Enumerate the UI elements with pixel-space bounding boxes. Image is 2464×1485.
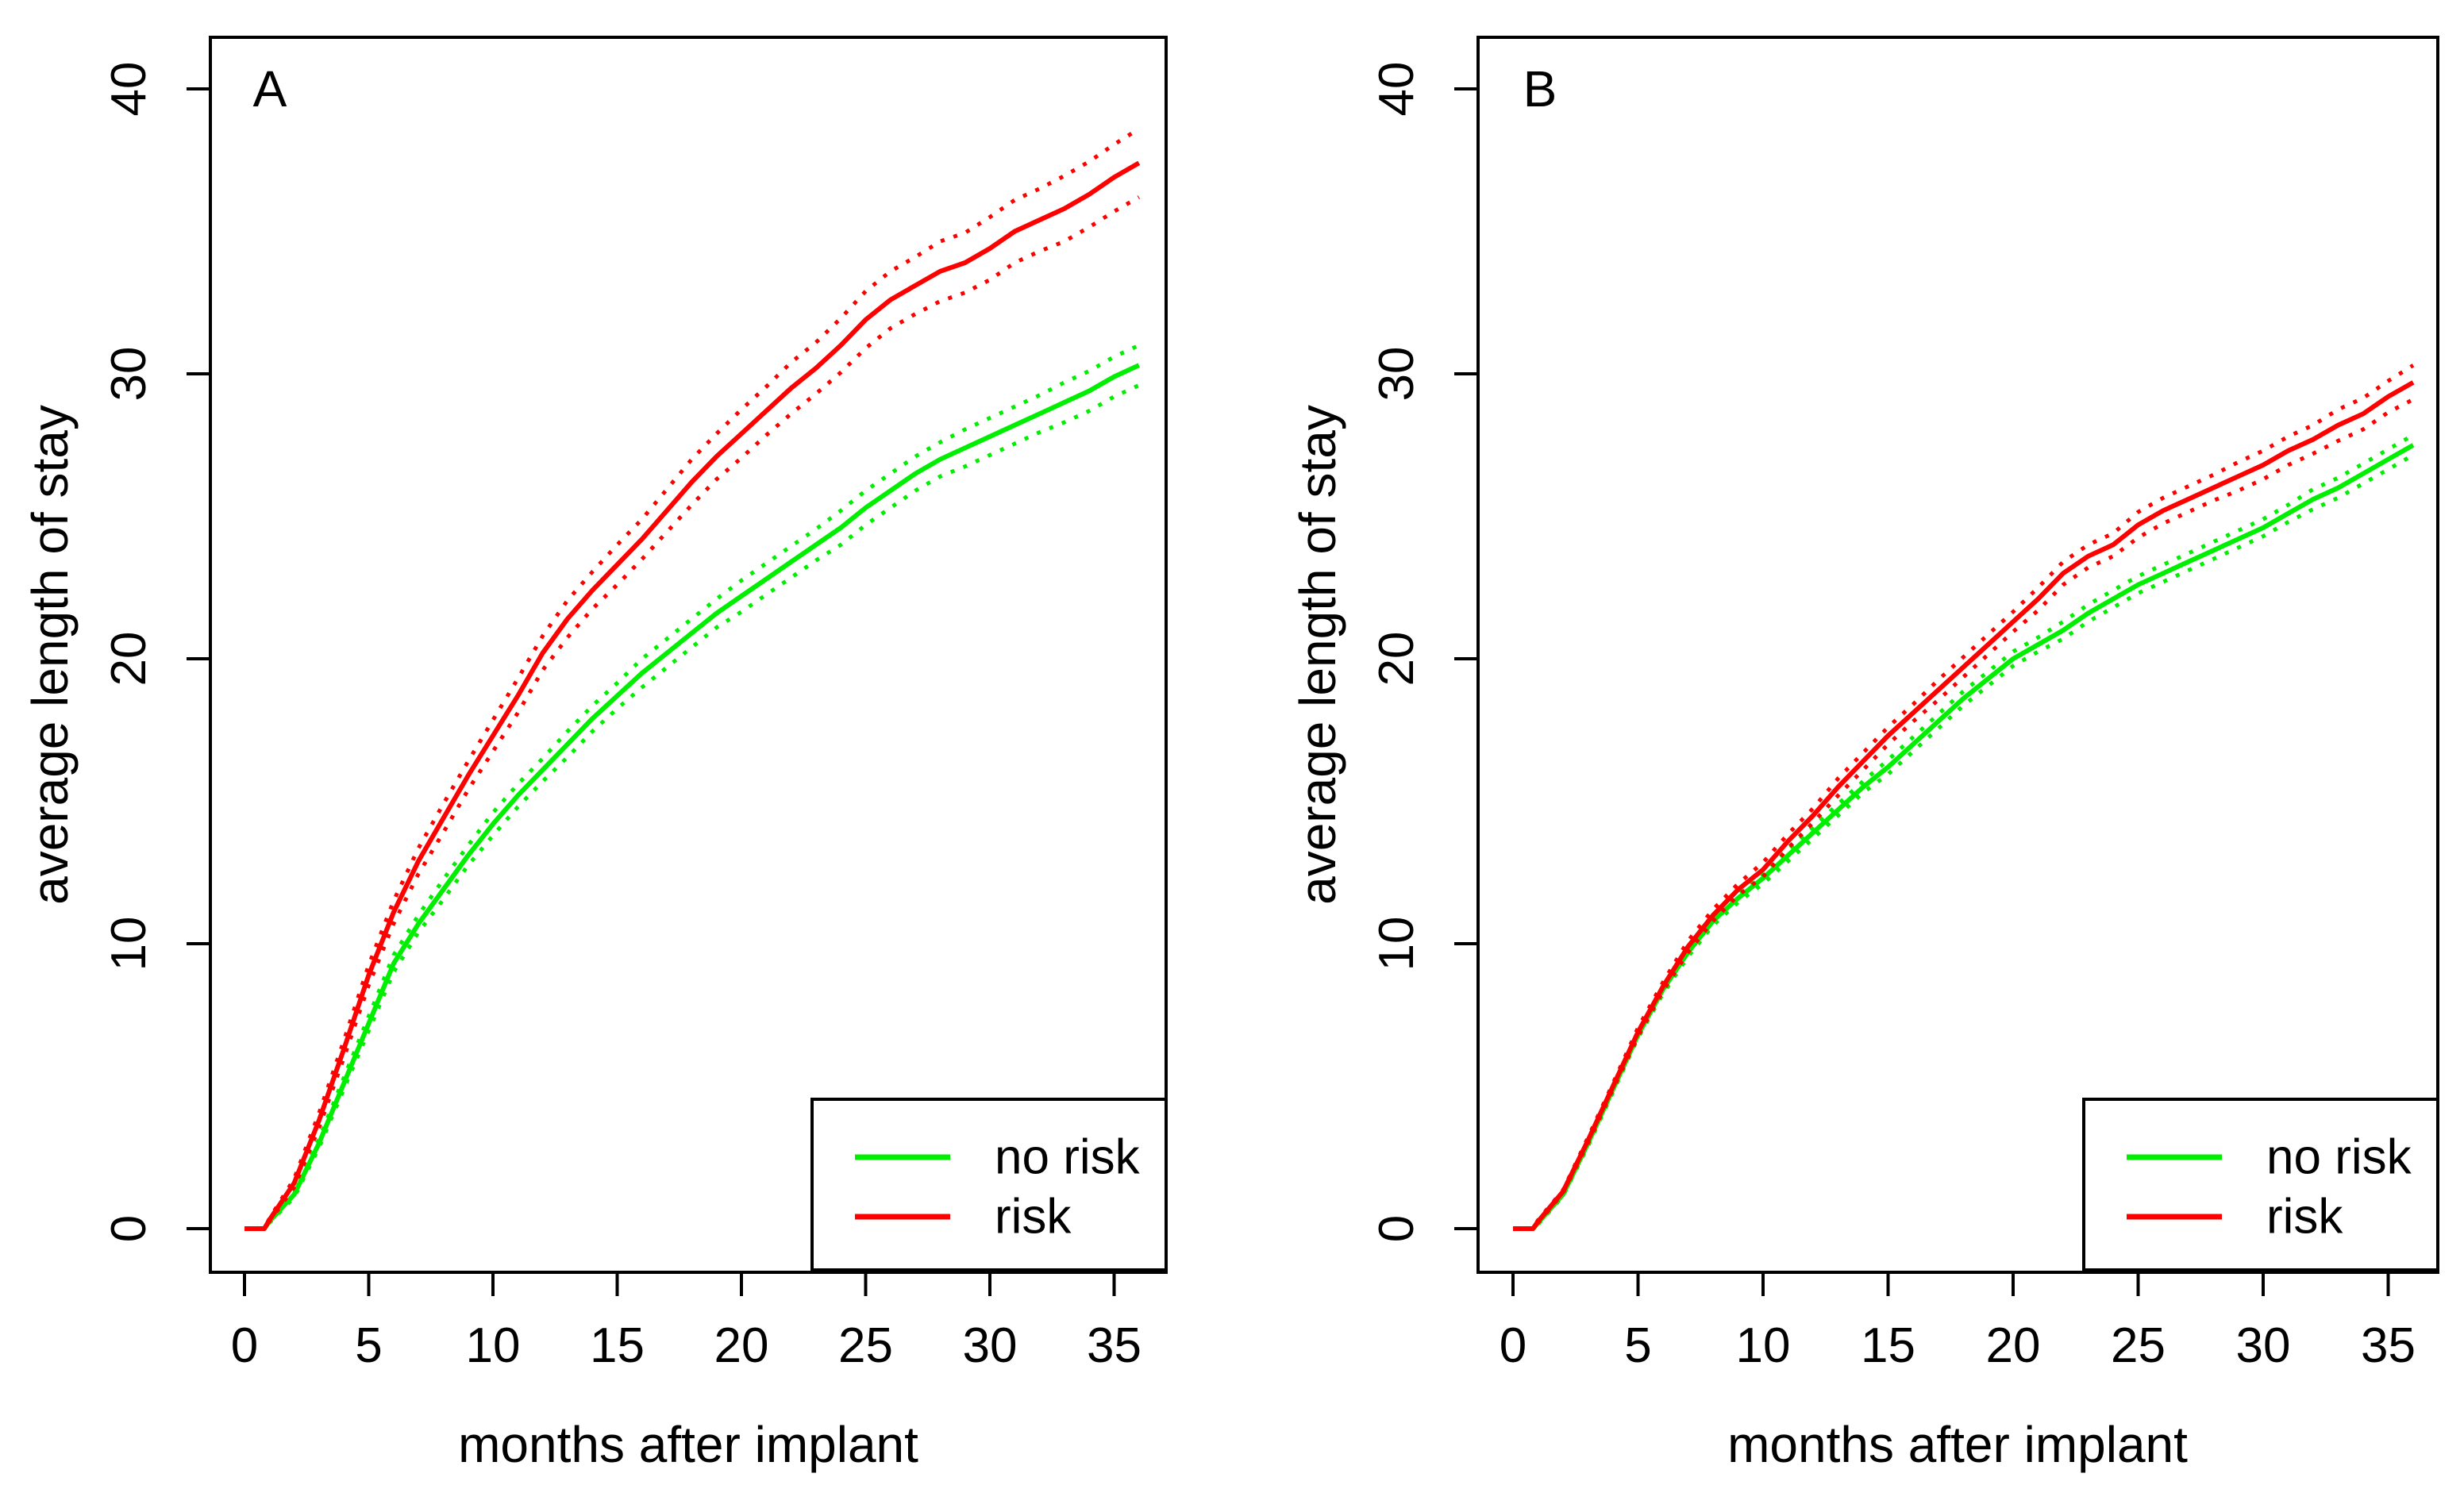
x-tick-label: 5 <box>1624 1318 1651 1373</box>
y-tick-label: 10 <box>1369 917 1424 971</box>
x-tick-label: 25 <box>838 1318 893 1373</box>
y-tick-label: 0 <box>1369 1215 1424 1242</box>
y-axis-title: average length of stay <box>21 405 79 905</box>
y-tick-label: 10 <box>102 917 156 971</box>
x-axis-title: months after implant <box>1727 1416 2188 1473</box>
legend-label-risk: risk <box>995 1190 1072 1245</box>
x-axis-title: months after implant <box>458 1416 918 1473</box>
series-risk-ci-lower <box>244 195 1141 1231</box>
x-tick-label: 35 <box>1087 1318 1142 1373</box>
x-tick-label: 15 <box>1861 1318 1915 1373</box>
y-tick-label: 20 <box>1369 632 1424 687</box>
panel-letter: B <box>1523 60 1557 117</box>
series-risk-ci-upper <box>244 127 1141 1231</box>
legend-label-no-risk: no risk <box>2266 1130 2412 1185</box>
legend-box <box>2082 1098 2439 1271</box>
x-tick-label: 20 <box>1986 1318 2041 1373</box>
legend-label-no-risk: no risk <box>995 1130 1141 1185</box>
x-tick-label: 0 <box>231 1318 258 1373</box>
y-tick-label: 40 <box>102 62 156 117</box>
y-tick-label: 30 <box>102 347 156 402</box>
legend-label-risk: risk <box>2266 1190 2343 1245</box>
x-tick-label: 5 <box>355 1318 382 1373</box>
plot-box <box>1476 36 2439 1274</box>
panel-letter: A <box>253 60 287 117</box>
x-axis-ticks: 0 5 10 15 20 25 30 35 <box>231 1272 1142 1373</box>
series-lines <box>244 127 1141 1231</box>
series-no-risk-ci-lower <box>1513 453 2415 1231</box>
legend: no risk risk <box>810 1098 1168 1271</box>
legend: no risk risk <box>2082 1098 2439 1271</box>
x-tick-label: 10 <box>1736 1318 1791 1373</box>
y-axis-title: average length of stay <box>1289 405 1346 905</box>
x-tick-label: 15 <box>590 1318 645 1373</box>
y-tick-label: 40 <box>1369 62 1424 117</box>
legend-box <box>810 1098 1168 1271</box>
plot-box <box>209 36 1168 1274</box>
series-no-risk-mean <box>244 363 1141 1231</box>
x-tick-label: 30 <box>963 1318 1018 1373</box>
y-tick-label: 0 <box>102 1215 156 1242</box>
series-no-risk-ci-upper <box>1513 433 2415 1231</box>
panel-a: 0 5 10 15 20 25 30 35 0 10 20 30 40 A months after … <box>21 36 1168 1473</box>
x-tick-label: 20 <box>714 1318 769 1373</box>
series-risk-mean <box>244 160 1141 1231</box>
x-tick-label: 0 <box>1500 1318 1527 1373</box>
panel-b: 0 5 10 15 20 25 30 35 0 10 20 30 40 B months after … <box>1289 36 2439 1473</box>
x-tick-label: 10 <box>466 1318 521 1373</box>
series-lines <box>1513 364 2415 1231</box>
x-tick-label: 25 <box>2111 1318 2166 1373</box>
y-axis-ticks: 0 10 20 30 40 <box>102 62 210 1242</box>
y-axis-ticks: 0 10 20 30 40 <box>1369 62 1478 1242</box>
series-no-risk-ci-lower <box>244 383 1140 1231</box>
series-risk-mean <box>1513 380 2415 1231</box>
x-tick-label: 30 <box>2236 1318 2291 1373</box>
x-tick-label: 35 <box>2361 1318 2416 1373</box>
y-tick-label: 20 <box>102 632 156 687</box>
y-tick-label: 30 <box>1369 347 1424 402</box>
x-axis-ticks: 0 5 10 15 20 25 30 35 <box>1500 1272 2416 1373</box>
series-no-risk-ci-upper <box>244 343 1140 1231</box>
